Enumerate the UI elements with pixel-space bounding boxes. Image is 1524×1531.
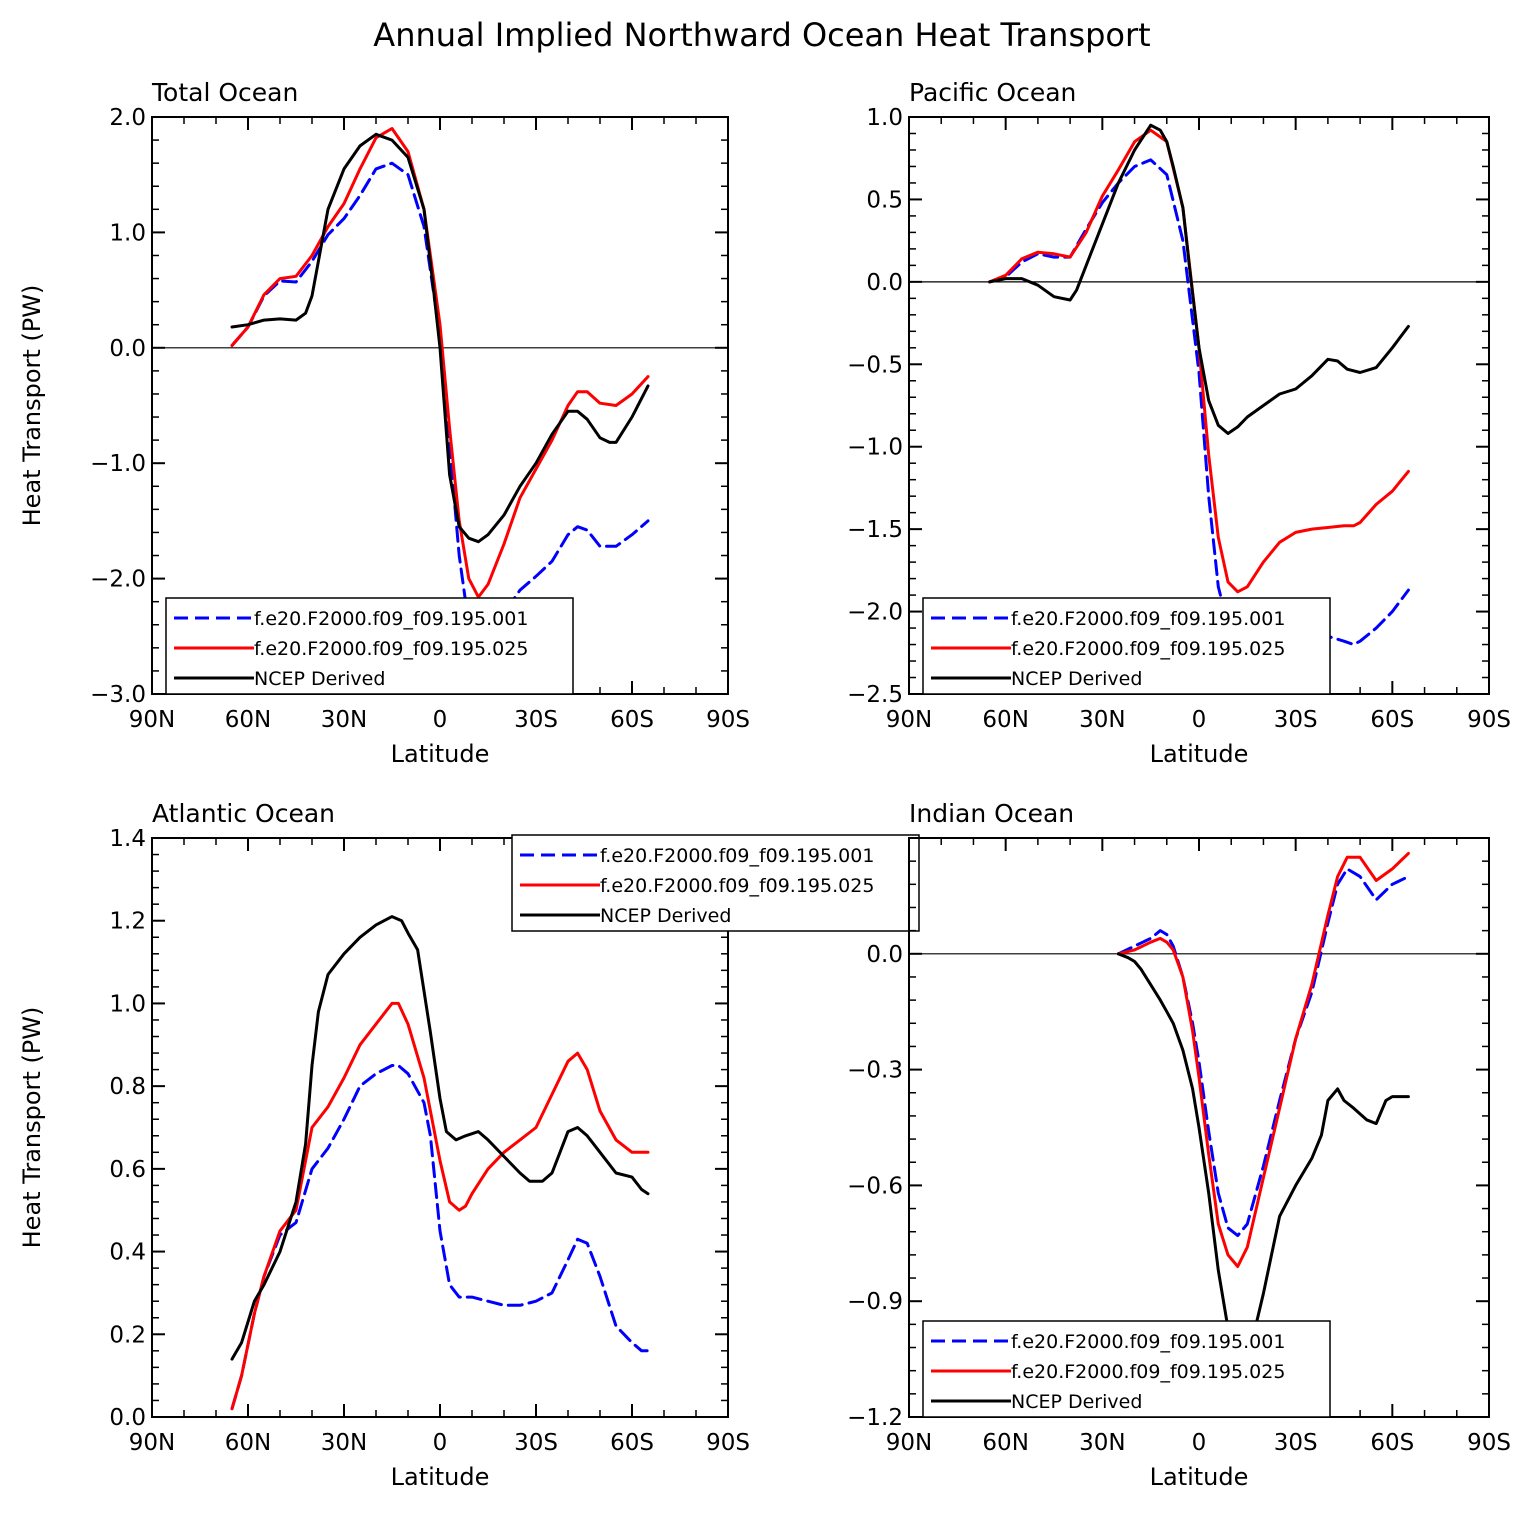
x-tick-label: 60N xyxy=(982,707,1028,733)
figure-title: Annual Implied Northward Ocean Heat Tran… xyxy=(373,16,1150,54)
x-tick-label: 60S xyxy=(1370,1430,1414,1456)
y-tick-label: 0.8 xyxy=(109,1074,146,1100)
y-tick-label: 1.0 xyxy=(109,220,146,246)
legend-label: f.e20.F2000.f09_f09.195.025 xyxy=(600,875,874,897)
y-axis-label: Heat Transport (PW) xyxy=(18,285,46,527)
legend-label: f.e20.F2000.f09_f09.195.001 xyxy=(1011,608,1285,630)
y-tick-label: 0.0 xyxy=(866,942,903,968)
x-tick-label: 0 xyxy=(1192,1430,1207,1456)
x-tick-label: 30S xyxy=(514,1430,558,1456)
y-tick-label: 1.0 xyxy=(866,105,903,131)
series-line-ncep-derived xyxy=(230,915,650,1361)
x-tick-label: 30N xyxy=(1079,707,1125,733)
legend-label: f.e20.F2000.f09_f09.195.001 xyxy=(1011,1331,1285,1353)
y-tick-label: −0.6 xyxy=(847,1173,903,1199)
legend: f.e20.F2000.f09_f09.195.001 f.e20.F2000.f… xyxy=(165,597,574,695)
legend: f.e20.F2000.f09_f09.195.001 f.e20.F2000.f… xyxy=(511,834,920,932)
panel-pacific-ocean: 90N 60N 30N 0 30S 60S 90S −2.5 −2.0 −1.5 −1.0 −0.5 0… xyxy=(847,78,1511,768)
x-tick-label: 90S xyxy=(706,1430,750,1456)
y-tick-label: −3.0 xyxy=(90,682,146,708)
panel-title: Pacific Ocean xyxy=(909,78,1076,107)
y-tick-label: −2.0 xyxy=(847,600,903,626)
legend-label: NCEP Derived xyxy=(254,668,385,690)
y-tick-label: 2.0 xyxy=(109,105,146,131)
panel-title: Total Ocean xyxy=(151,78,298,107)
x-axis-label: Latitude xyxy=(391,740,490,768)
panel-title: Atlantic Ocean xyxy=(152,799,335,828)
panel-total-ocean: 90N 60N 30N 0 30S 60S 90S −3.0 −2.0 −1.0 0.0 1.0 2.0… xyxy=(18,78,750,768)
x-tick-label: 90N xyxy=(129,1430,175,1456)
x-tick-label: 90N xyxy=(886,1430,932,1456)
x-tick-label: 0 xyxy=(433,707,448,733)
series-line-f-e20-f2000-f09-f09-195-001 xyxy=(1116,867,1410,1238)
y-tick-label: 0.2 xyxy=(109,1322,146,1348)
y-tick-label: −2.5 xyxy=(847,682,903,708)
legend-label: NCEP Derived xyxy=(1011,668,1142,690)
panel-atlantic-ocean: 90N 60N 30N 0 30S 60S 90S 0.0 0.2 0.4 0.6 0.8 1.0 1.2… xyxy=(18,799,920,1491)
x-axis-label: Latitude xyxy=(391,1463,490,1491)
series-line-ncep-derived xyxy=(1116,952,1410,1361)
y-tick-label: 0.5 xyxy=(866,187,903,213)
panel-title: Indian Ocean xyxy=(909,799,1074,828)
y-tick-label: −1.2 xyxy=(847,1405,903,1431)
x-axis-label: Latitude xyxy=(1150,1463,1249,1491)
legend-label: f.e20.F2000.f09_f09.195.001 xyxy=(600,845,874,867)
x-tick-label: 60N xyxy=(982,1430,1028,1456)
y-tick-label: 1.2 xyxy=(109,909,146,935)
legend-label: NCEP Derived xyxy=(600,905,731,927)
series-line-f-e20-f2000-f09-f09-195-025 xyxy=(988,128,1410,594)
series-line-f-e20-f2000-f09-f09-195-025 xyxy=(230,1001,650,1411)
x-tick-label: 30N xyxy=(321,707,367,733)
x-tick-label: 30N xyxy=(321,1430,367,1456)
y-tick-label: 0.0 xyxy=(109,1405,146,1431)
x-tick-label: 90S xyxy=(706,707,750,733)
x-tick-label: 60S xyxy=(610,707,654,733)
legend-label: NCEP Derived xyxy=(1011,1391,1142,1413)
legend-label: f.e20.F2000.f09_f09.195.001 xyxy=(254,608,528,630)
x-tick-label: 60N xyxy=(225,707,271,733)
x-tick-label: 30S xyxy=(1274,707,1318,733)
y-axis-label: Heat Transport (PW) xyxy=(18,1007,46,1249)
x-tick-label: 30S xyxy=(514,707,558,733)
x-tick-label: 0 xyxy=(1192,707,1207,733)
x-tick-label: 60S xyxy=(1370,707,1414,733)
y-tick-label: −0.5 xyxy=(847,352,903,378)
legend-label: f.e20.F2000.f09_f09.195.025 xyxy=(254,638,528,660)
y-tick-label: −2.0 xyxy=(90,567,146,593)
series-line-f-e20-f2000-f09-f09-195-001 xyxy=(230,161,650,647)
legend: f.e20.F2000.f09_f09.195.001 f.e20.F2000.f… xyxy=(922,1320,1331,1418)
y-tick-label: −0.9 xyxy=(847,1289,903,1315)
legend-label: f.e20.F2000.f09_f09.195.025 xyxy=(1011,1361,1285,1383)
x-tick-label: 30S xyxy=(1274,1430,1318,1456)
x-tick-label: 0 xyxy=(433,1430,448,1456)
y-tick-label: 0.6 xyxy=(109,1157,146,1183)
series-line-ncep-derived xyxy=(230,132,650,544)
y-tick-label: −1.0 xyxy=(90,451,146,477)
y-tick-label: 0.4 xyxy=(109,1240,146,1266)
y-tick-label: −0.3 xyxy=(847,1058,903,1084)
y-tick-label: −1.5 xyxy=(847,517,903,543)
legend: f.e20.F2000.f09_f09.195.001 f.e20.F2000.f… xyxy=(922,597,1331,695)
x-tick-label: 60N xyxy=(225,1430,271,1456)
x-tick-label: 90N xyxy=(129,707,175,733)
y-tick-label: 1.4 xyxy=(109,826,146,852)
series-line-f-e20-f2000-f09-f09-195-025 xyxy=(230,127,650,599)
y-tick-label: 0.0 xyxy=(109,336,146,362)
y-tick-label: −1.0 xyxy=(847,435,903,461)
x-tick-label: 90S xyxy=(1467,707,1511,733)
x-axis-label: Latitude xyxy=(1150,740,1249,768)
panel-indian-ocean: 90N 60N 30N 0 30S 60S 90S −1.2 −0.9 −0.6 −0.3 0.0 In… xyxy=(847,799,1511,1491)
y-tick-label: 0.0 xyxy=(866,270,903,296)
x-tick-label: 90N xyxy=(886,707,932,733)
series-line-f-e20-f2000-f09-f09-195-001 xyxy=(230,1064,650,1411)
series-line-f-e20-f2000-f09-f09-195-001 xyxy=(988,158,1410,646)
x-tick-label: 30N xyxy=(1079,1430,1125,1456)
legend-label: f.e20.F2000.f09_f09.195.025 xyxy=(1011,638,1285,660)
series-line-ncep-derived xyxy=(988,123,1410,435)
x-tick-label: 90S xyxy=(1467,1430,1511,1456)
y-tick-label: 1.0 xyxy=(109,991,146,1017)
x-tick-label: 60S xyxy=(610,1430,654,1456)
series-line-f-e20-f2000-f09-f09-195-025 xyxy=(1116,851,1410,1268)
